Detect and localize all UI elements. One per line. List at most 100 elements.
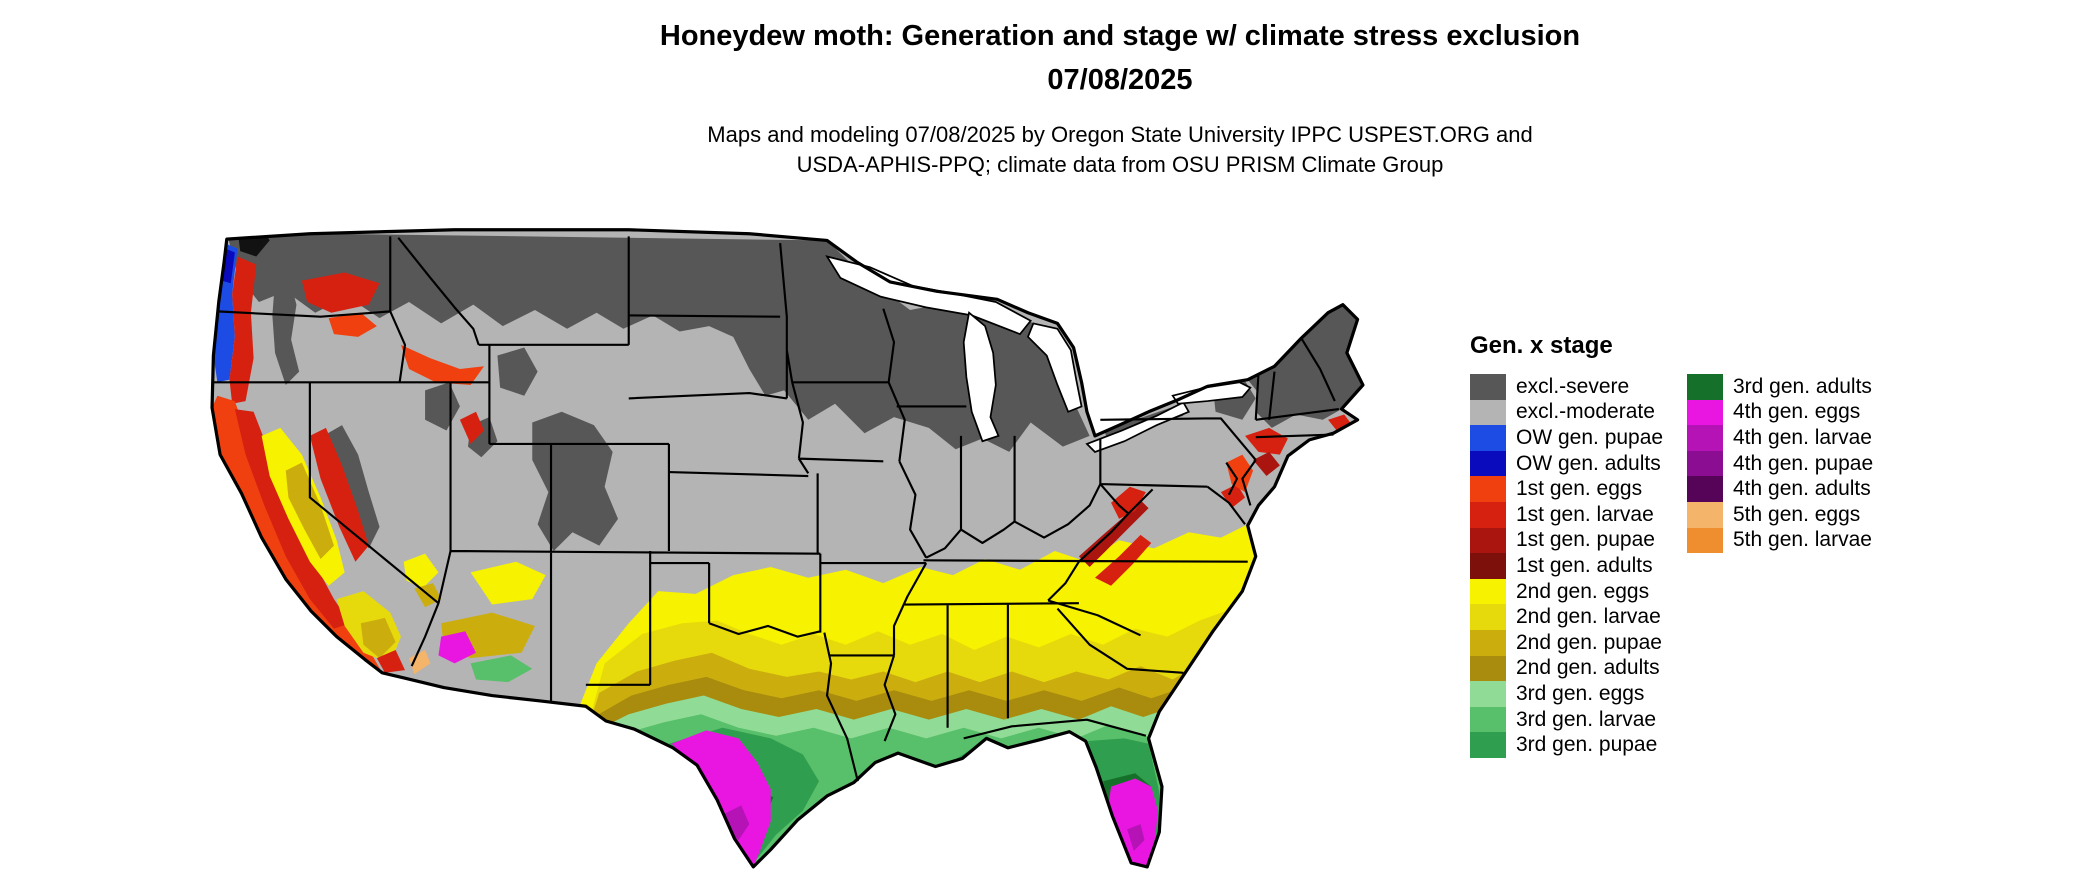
state-borders-central <box>628 243 1248 782</box>
map-region-g1-larvae-eastwa <box>301 272 380 313</box>
legend-swatch <box>1470 681 1506 707</box>
legend-label: 3rd gen. eggs <box>1516 681 1645 705</box>
legend-label: 5th gen. larvae <box>1733 528 1872 552</box>
map-region-g4-eggs-sfl <box>1108 778 1158 867</box>
subtitle-attribution-2: USDA-APHIS-PPQ; climate data from OSU PR… <box>796 152 1444 178</box>
legend-label: 5th gen. eggs <box>1733 502 1861 526</box>
map-region-g1-eggs-columbia <box>328 312 377 337</box>
map-region-g5-eggs-yuma <box>409 650 431 675</box>
map-region-g1-eggs-snakeplain <box>400 344 485 386</box>
great-lakes <box>825 255 1252 453</box>
legend-swatch <box>1470 501 1506 528</box>
legend-row: 4th gen. larvae <box>1687 425 1873 451</box>
page-title: Honeydew moth: Generation and stage w/ c… <box>659 20 1581 52</box>
legend-label: 1st gen. larvae <box>1516 502 1654 526</box>
legend-swatch <box>1470 732 1506 758</box>
legend-label: 2nd gen. adults <box>1516 656 1660 680</box>
legend-swatch <box>1687 374 1723 400</box>
legend-label: 2nd gen. larvae <box>1516 605 1661 629</box>
legend-header: Gen. x stage <box>1470 332 1613 359</box>
legend-label: 1st gen. adults <box>1516 553 1653 577</box>
legend-row: 2nd gen. pupae <box>1470 629 1687 656</box>
lake-michigan <box>962 311 1000 443</box>
legend-row: 2nd gen. larvae <box>1470 604 1687 630</box>
legend-row: 3rd gen. larvae <box>1470 706 1687 733</box>
map-region-g1-larvae-foothills <box>309 427 369 562</box>
map-region-g1-eggs-delmarva <box>1226 454 1254 493</box>
legend-swatch <box>1687 399 1723 426</box>
legend-label: OW gen. pupae <box>1516 425 1664 449</box>
lake-erie <box>1085 401 1191 453</box>
map-region-g4-eggs-az <box>438 631 476 664</box>
us-outline <box>210 228 1365 869</box>
map-region-g3-larvae-az <box>470 655 533 683</box>
map-region-g2-pupae-valleycore <box>285 462 334 560</box>
legend-row: 1st gen. pupae <box>1470 527 1687 554</box>
map-region-g1-larvae-orcoast <box>229 256 257 404</box>
legend-label: 2nd gen. eggs <box>1516 579 1650 603</box>
map-region-excl-severe-newengland <box>1247 304 1363 428</box>
map-region-excl-severe-utah <box>425 382 498 458</box>
legend-label: excl.-moderate <box>1516 400 1655 424</box>
legend-swatch <box>1470 604 1506 630</box>
subtitle-attribution: Maps and modeling 07/08/2025 by Oregon S… <box>707 121 1533 147</box>
map-region-g4-larvae-sfl <box>1127 824 1145 851</box>
legend-label: 4th gen. eggs <box>1733 400 1861 424</box>
legend-label: 4th gen. pupae <box>1733 451 1874 475</box>
legend-row: 2nd gen. adults <box>1470 655 1687 682</box>
legend-swatch <box>1470 476 1506 502</box>
state-borders <box>213 236 1339 782</box>
legend: Gen. x stage excl.-severe excl.-moderate O… <box>1470 332 1873 758</box>
state-borders-east <box>1099 337 1339 525</box>
legend-swatch <box>1687 527 1723 554</box>
map-region-g1-larvae-sandiego <box>376 650 405 673</box>
legend-label: 1st gen. pupae <box>1516 528 1655 552</box>
legend-row: 1st gen. larvae <box>1470 501 1687 528</box>
map-region-excl-severe-cascades <box>272 275 300 386</box>
legend-swatch <box>1470 706 1506 733</box>
legend-row: 3rd gen. adults <box>1687 374 1873 400</box>
legend-label: 2nd gen. pupae <box>1516 630 1662 654</box>
legend-row: 1st gen. adults <box>1470 553 1687 579</box>
legend-column-1: excl.-severe excl.-moderate OW gen. pupae O… <box>1470 374 1687 758</box>
legend-row: 4th gen. pupae <box>1687 450 1874 477</box>
map-region-g2-pupae-socal <box>360 617 396 659</box>
legend-row: 4th gen. adults <box>1687 476 1873 502</box>
legend-column-2: 3rd gen. adults 4th gen. eggs 4th gen. lar… <box>1687 374 1874 554</box>
legend-swatch <box>1470 374 1506 400</box>
legend-row: 5th gen. larvae <box>1687 527 1873 554</box>
legend-swatch <box>1470 425 1506 451</box>
map-region-g2-eggs-vegas <box>403 553 439 589</box>
legend-swatch <box>1687 450 1723 477</box>
legend-swatch <box>1687 501 1723 528</box>
legend-row: 1st gen. eggs <box>1470 476 1687 502</box>
legend-swatch <box>1470 553 1506 579</box>
us-map <box>210 228 1365 869</box>
legend-row: 5th gen. eggs <box>1687 501 1873 528</box>
map-region-excl-severe-rockies <box>532 411 619 551</box>
map-region-g1-pupae-appalachia <box>1078 500 1149 568</box>
legend-swatch <box>1470 450 1506 477</box>
legend-row: excl.-moderate <box>1470 399 1687 426</box>
legend-row: 2nd gen. eggs <box>1470 578 1687 605</box>
page-title-date: 07/08/2025 <box>1047 64 1193 97</box>
legend-row: 4th gen. eggs <box>1687 399 1873 426</box>
legend-swatch <box>1470 629 1506 656</box>
legend-swatch <box>1470 527 1506 554</box>
legend-swatch <box>1470 655 1506 682</box>
legend-swatch <box>1470 399 1506 426</box>
legend-label: 4th gen. larvae <box>1733 425 1872 449</box>
map-region-g1-larvae-nyc <box>1220 414 1353 509</box>
legend-label: 1st gen. eggs <box>1516 477 1643 501</box>
legend-row: OW gen. pupae <box>1470 425 1687 451</box>
lake-huron <box>1026 322 1083 413</box>
map-region-g1-larvae-wasatch <box>459 411 485 444</box>
legend-row: 3rd gen. pupae <box>1470 732 1687 758</box>
legend-label: excl.-severe <box>1516 374 1630 398</box>
legend-row: OW gen. adults <box>1470 450 1687 477</box>
legend-label: 4th gen. adults <box>1733 477 1871 501</box>
map-fill-layers <box>212 229 1363 867</box>
legend-label: 3rd gen. larvae <box>1516 707 1657 731</box>
map-region-g1-pupae-nj <box>1253 451 1280 477</box>
legend-swatch <box>1687 476 1723 502</box>
